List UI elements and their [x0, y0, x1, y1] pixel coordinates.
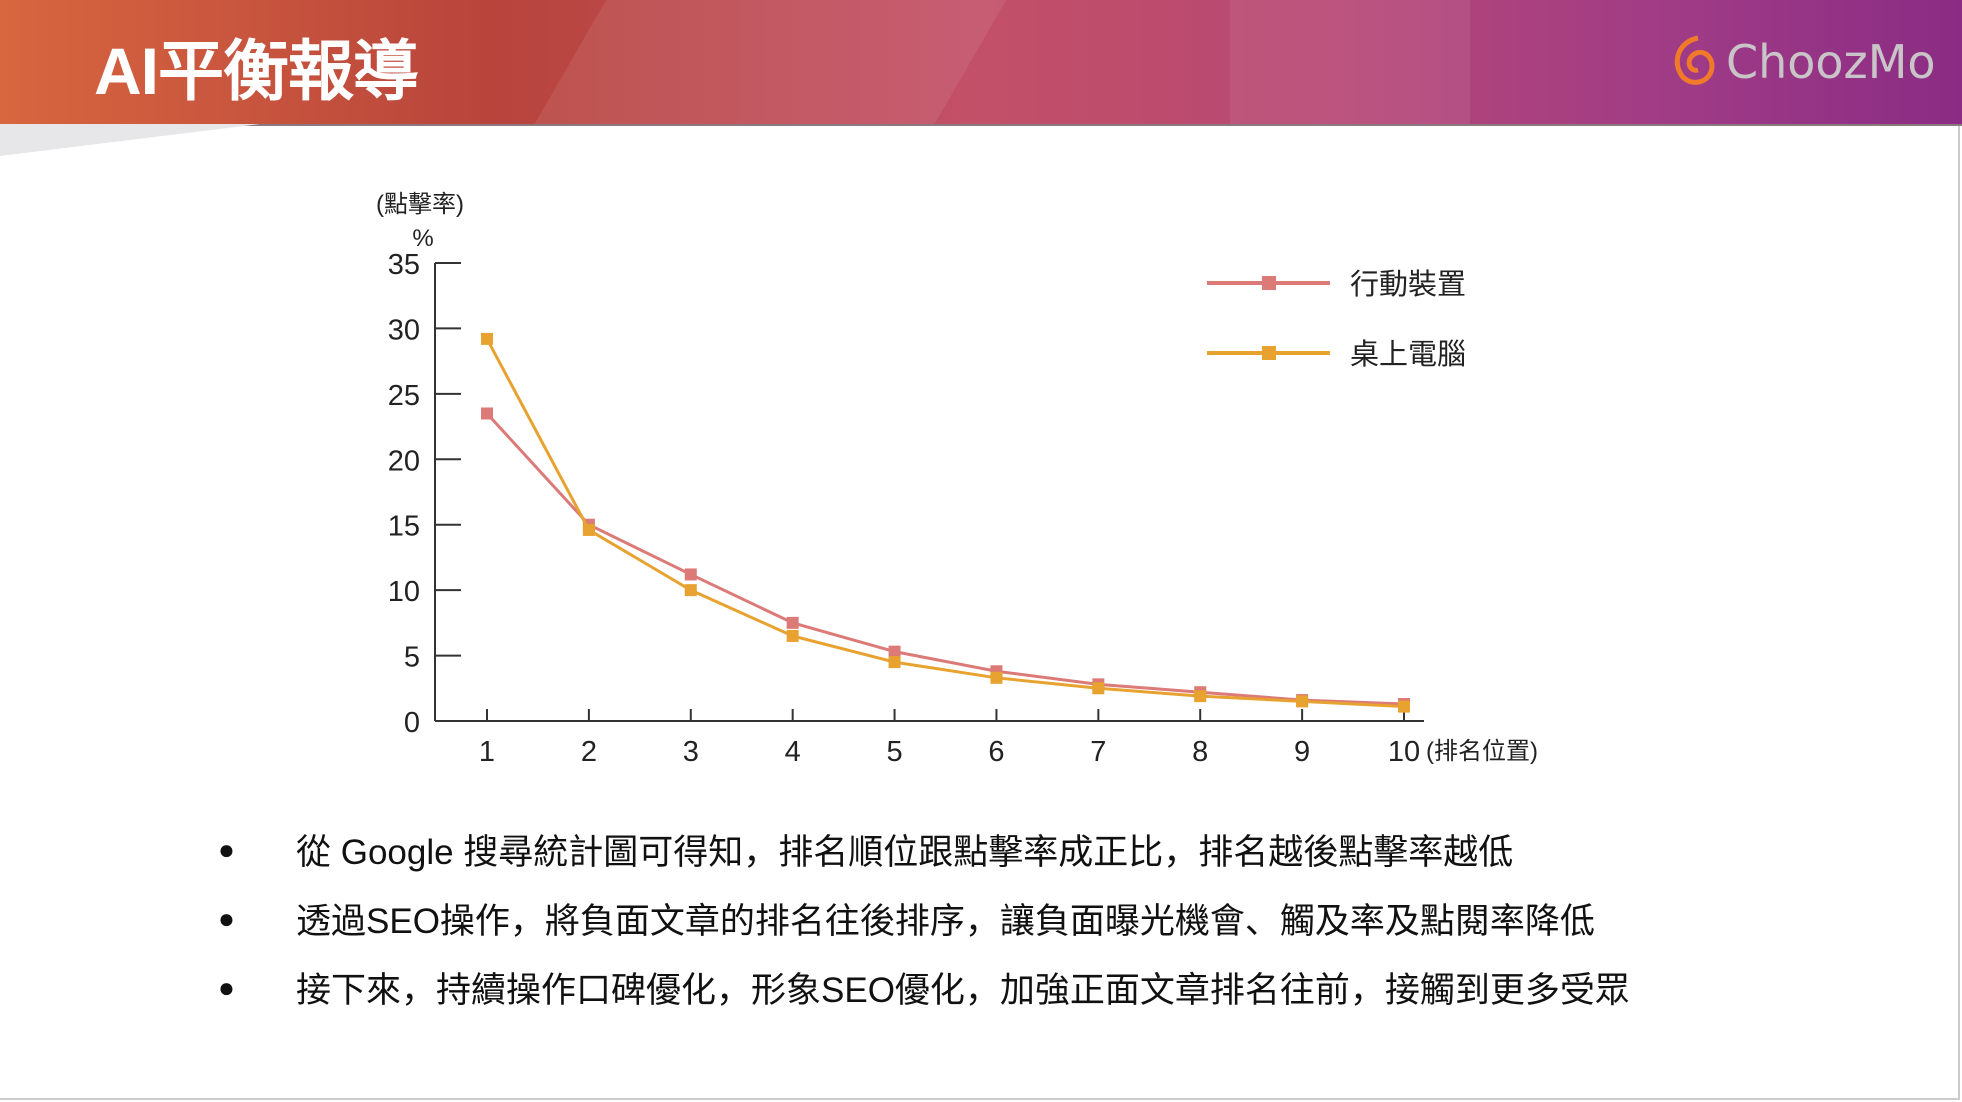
y-tick-label: 5: [404, 642, 420, 674]
y-tick-label: 35: [388, 249, 420, 281]
y-tick-label: 10: [388, 576, 420, 608]
y-axis-label: (點擊率): [376, 191, 464, 218]
bullet-text: 接下來，持續操作口碑優化，形象SEO優化，加強正面文章排名往前，接觸到更多受眾: [296, 971, 1630, 1010]
bullet-item: ● 透過SEO操作，將負面文章的排名往後排序，讓負面曝光機會、觸及率及點閱率降低: [210, 884, 1630, 953]
bullet-list: ● 從 Google 搜尋統計圖可得知，排名順位跟點擊率成正比，排名越後點擊率越低…: [210, 815, 1630, 1022]
x-tick-label: 4: [785, 736, 801, 768]
y-tick-label: 25: [388, 380, 420, 412]
header-banner: [0, 0, 1962, 126]
x-tick-label: 6: [988, 736, 1004, 768]
spiral-logo-icon: [1674, 35, 1715, 85]
data-point: [786, 629, 799, 642]
y-tick-label: 30: [388, 314, 420, 346]
x-tick-label: 5: [886, 736, 902, 768]
x-axis-label: (排名位置): [1426, 738, 1538, 765]
data-point: [1398, 700, 1410, 713]
x-tick-label: 9: [1294, 736, 1310, 768]
legend-label: 桌上電腦: [1350, 338, 1466, 371]
decorative-wedge: [0, 124, 260, 156]
x-tick-label: 10: [1388, 736, 1420, 768]
data-point: [684, 568, 697, 581]
x-tick-label: 7: [1090, 736, 1106, 768]
data-point: [888, 656, 901, 669]
legend-marker: [1262, 276, 1276, 290]
data-point: [1194, 690, 1207, 703]
bullet-item: ● 從 Google 搜尋統計圖可得知，排名順位跟點擊率成正比，排名越後點擊率越低: [210, 815, 1630, 884]
y-axis-unit: %: [412, 225, 433, 252]
data-point: [786, 616, 799, 629]
bullet-text: 從 Google 搜尋統計圖可得知，排名順位跟點擊率成正比，排名越後點擊率越低: [296, 833, 1514, 872]
choozmo-logo: ChoozMo: [1668, 32, 1936, 92]
bullet-item: ● 接下來，持續操作口碑優化，形象SEO優化，加強正面文章排名往前，接觸到更多受眾: [210, 953, 1630, 1022]
bullet-text: 透過SEO操作，將負面文章的排名往後排序，讓負面曝光機會、觸及率及點閱率降低: [296, 902, 1595, 941]
data-point: [1296, 695, 1309, 708]
data-point: [582, 523, 595, 536]
x-tick-label: 2: [581, 736, 597, 768]
logo-text: ChoozMo: [1726, 35, 1936, 89]
series-line-1: [485, 412, 1405, 706]
y-tick-label: 15: [388, 511, 420, 543]
series-line-2: [485, 338, 1405, 709]
legend-marker: [1262, 346, 1276, 360]
legend-label: 行動裝置: [1350, 268, 1466, 301]
x-tick-label: 8: [1192, 736, 1208, 768]
data-point: [888, 645, 901, 658]
x-tick-label: 1: [479, 736, 495, 768]
data-point: [1092, 682, 1105, 695]
data-point: [990, 671, 1003, 684]
y-tick-label: 0: [404, 707, 420, 739]
data-point: [684, 584, 697, 597]
y-tick-label: 20: [388, 445, 420, 477]
data-point: [481, 407, 493, 420]
page-title: AI平衡報導: [94, 34, 419, 108]
data-point: [481, 332, 493, 345]
x-tick-label: 3: [683, 736, 699, 768]
